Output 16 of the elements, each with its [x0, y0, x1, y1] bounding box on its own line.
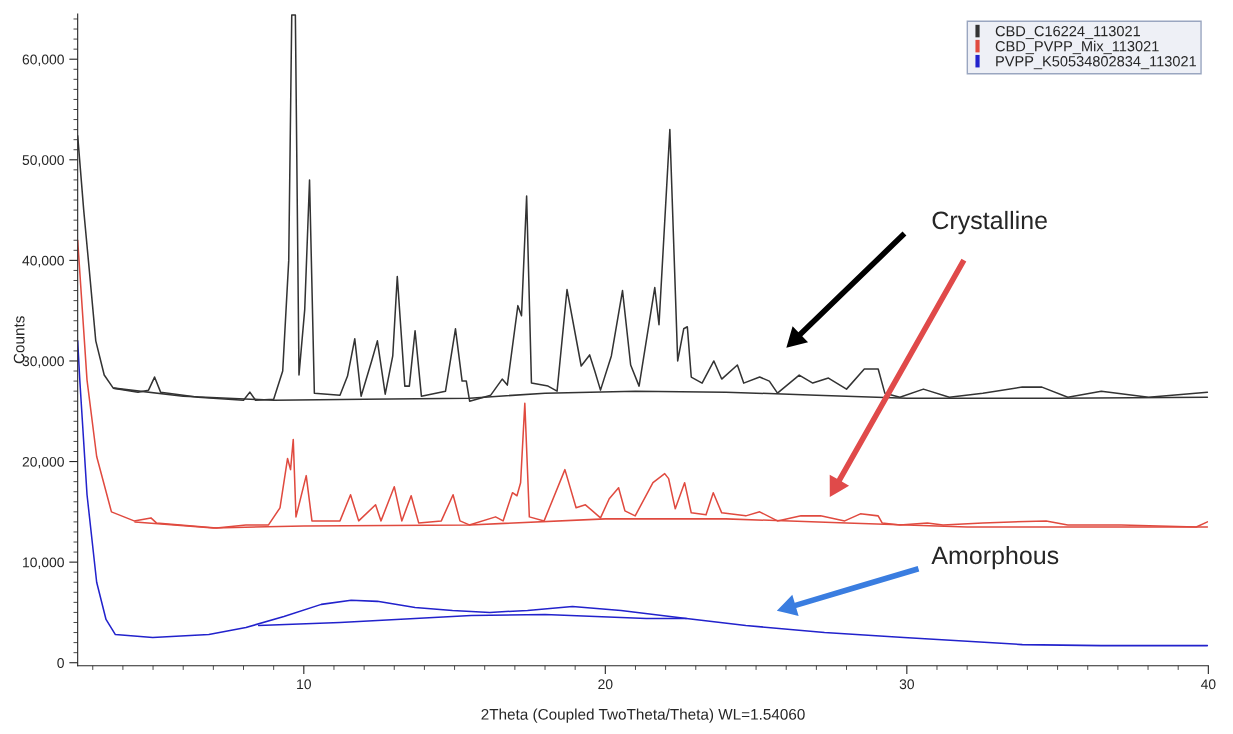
x-tick-label: 10 — [297, 679, 311, 690]
y-tick-label: 0 — [57, 658, 64, 668]
x-tick-label: 30 — [899, 679, 915, 690]
x-axis-title: 2Theta (Coupled TwoTheta/Theta) WL=1.54060 — [481, 708, 805, 723]
annotation: Crystalline — [932, 210, 1047, 235]
x-tick-label: 40 — [1200, 679, 1216, 690]
legend-label: CBD_C16224_113021 — [995, 26, 1140, 40]
y-tick-label: 40,000 — [22, 255, 64, 268]
x-tick-label: 20 — [598, 679, 613, 690]
legend-label: PVPP_K50534802834_113021 — [996, 56, 1196, 70]
legend-label: CBD_PVPP_Mix_113021 — [995, 40, 1159, 55]
y-tick-label: 50,000 — [22, 155, 64, 167]
y-tick-label: 20,000 — [22, 456, 64, 469]
y-tick-label: 60,000 — [22, 54, 64, 67]
annotation: Amorphous — [931, 545, 1059, 570]
y-tick-label: 10,000 — [23, 557, 64, 569]
